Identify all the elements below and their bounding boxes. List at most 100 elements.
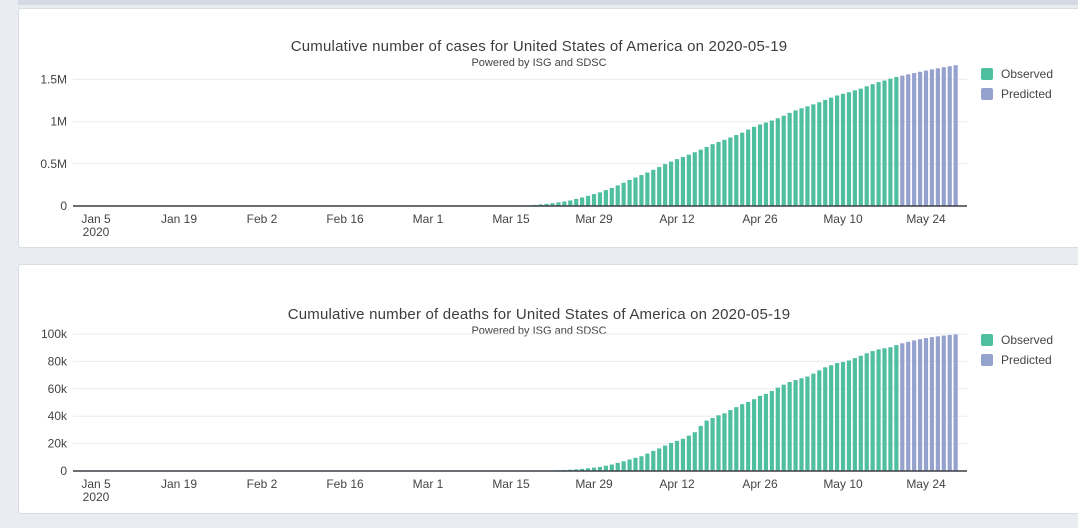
bar xyxy=(680,156,686,206)
bar xyxy=(704,420,709,471)
bar xyxy=(674,440,680,471)
bar xyxy=(763,393,769,471)
bar xyxy=(870,351,875,471)
legend-label-observed: Observed xyxy=(1001,333,1054,347)
legend-item-observed[interactable]: Observed xyxy=(981,64,1076,84)
deaths-chart-legend: Observed Predicted xyxy=(981,330,1076,370)
cases-chart-legend: Observed Predicted xyxy=(981,64,1076,104)
bar xyxy=(585,195,591,206)
bar xyxy=(757,395,763,471)
bar xyxy=(544,203,549,206)
svg-text:Feb 16: Feb 16 xyxy=(326,477,364,491)
svg-text:0.5M: 0.5M xyxy=(40,157,67,171)
bar xyxy=(591,194,597,206)
svg-text:Feb 2: Feb 2 xyxy=(247,477,278,491)
bar xyxy=(668,442,674,471)
bar xyxy=(639,456,644,471)
bar xyxy=(734,407,739,471)
svg-text:May 10: May 10 xyxy=(823,212,863,226)
observed-swatch-icon xyxy=(981,68,993,80)
svg-text:Apr 26: Apr 26 xyxy=(742,477,778,491)
bar xyxy=(894,345,899,471)
bar xyxy=(834,95,840,206)
bar xyxy=(823,99,828,206)
bar xyxy=(562,201,567,206)
bar xyxy=(799,108,804,206)
bar xyxy=(657,448,662,471)
bar xyxy=(876,349,881,471)
bar xyxy=(912,340,917,471)
bar xyxy=(538,204,543,206)
bar xyxy=(633,177,638,206)
bar xyxy=(645,172,650,206)
svg-text:2020: 2020 xyxy=(83,490,110,504)
bar xyxy=(888,347,893,471)
bar xyxy=(627,459,632,471)
bar xyxy=(633,457,638,471)
bar xyxy=(799,378,804,471)
predicted-swatch-icon xyxy=(981,88,993,100)
bar xyxy=(769,391,774,471)
svg-text:1.5M: 1.5M xyxy=(40,72,67,86)
bars xyxy=(419,334,958,471)
cases-chart-subtitle: Powered by ISG and SDSC xyxy=(471,57,607,69)
svg-text:May 24: May 24 xyxy=(906,212,946,226)
bar xyxy=(615,462,620,471)
svg-text:May 24: May 24 xyxy=(906,477,946,491)
bar xyxy=(917,339,923,471)
bar xyxy=(900,343,905,471)
bar xyxy=(716,415,721,471)
bar xyxy=(829,365,834,471)
bar xyxy=(888,78,893,206)
bar xyxy=(923,70,929,206)
svg-text:Mar 15: Mar 15 xyxy=(492,212,530,226)
bar xyxy=(668,161,674,206)
bar xyxy=(953,65,958,206)
bar xyxy=(935,68,940,206)
bar xyxy=(900,75,905,206)
bar xyxy=(728,410,733,471)
legend-item-observed[interactable]: Observed xyxy=(981,330,1076,350)
bar xyxy=(805,106,810,206)
y-tick-labels: 0 0.5M 1M 1.5M xyxy=(40,72,67,213)
bar xyxy=(947,334,952,471)
bar xyxy=(746,401,751,471)
bar xyxy=(550,203,555,206)
bar xyxy=(787,112,792,206)
bar xyxy=(698,149,703,206)
bar xyxy=(858,355,863,471)
bar xyxy=(686,154,691,206)
bar xyxy=(710,144,715,206)
bar xyxy=(704,146,709,206)
bar xyxy=(923,338,929,471)
bar xyxy=(870,84,875,206)
bar xyxy=(722,139,727,206)
legend-label-predicted: Predicted xyxy=(1001,87,1052,101)
svg-text:60k: 60k xyxy=(48,382,68,396)
bar xyxy=(882,80,887,206)
bar xyxy=(574,198,579,206)
bar xyxy=(710,418,715,471)
bar xyxy=(585,468,591,471)
bar xyxy=(603,465,608,471)
bar xyxy=(716,141,721,206)
bar xyxy=(775,387,780,471)
svg-text:Jan 19: Jan 19 xyxy=(161,212,197,226)
bar xyxy=(591,467,597,471)
legend-item-predicted[interactable]: Predicted xyxy=(981,350,1076,370)
bar xyxy=(882,348,887,471)
bar xyxy=(941,67,946,207)
svg-text:Feb 16: Feb 16 xyxy=(326,212,364,226)
legend-item-predicted[interactable]: Predicted xyxy=(981,84,1076,104)
bar xyxy=(615,185,620,206)
bar xyxy=(686,435,691,471)
observed-swatch-icon xyxy=(981,334,993,346)
svg-text:Mar 15: Mar 15 xyxy=(492,477,530,491)
svg-text:Apr 12: Apr 12 xyxy=(659,477,695,491)
bar xyxy=(757,124,763,206)
bar xyxy=(834,363,840,471)
